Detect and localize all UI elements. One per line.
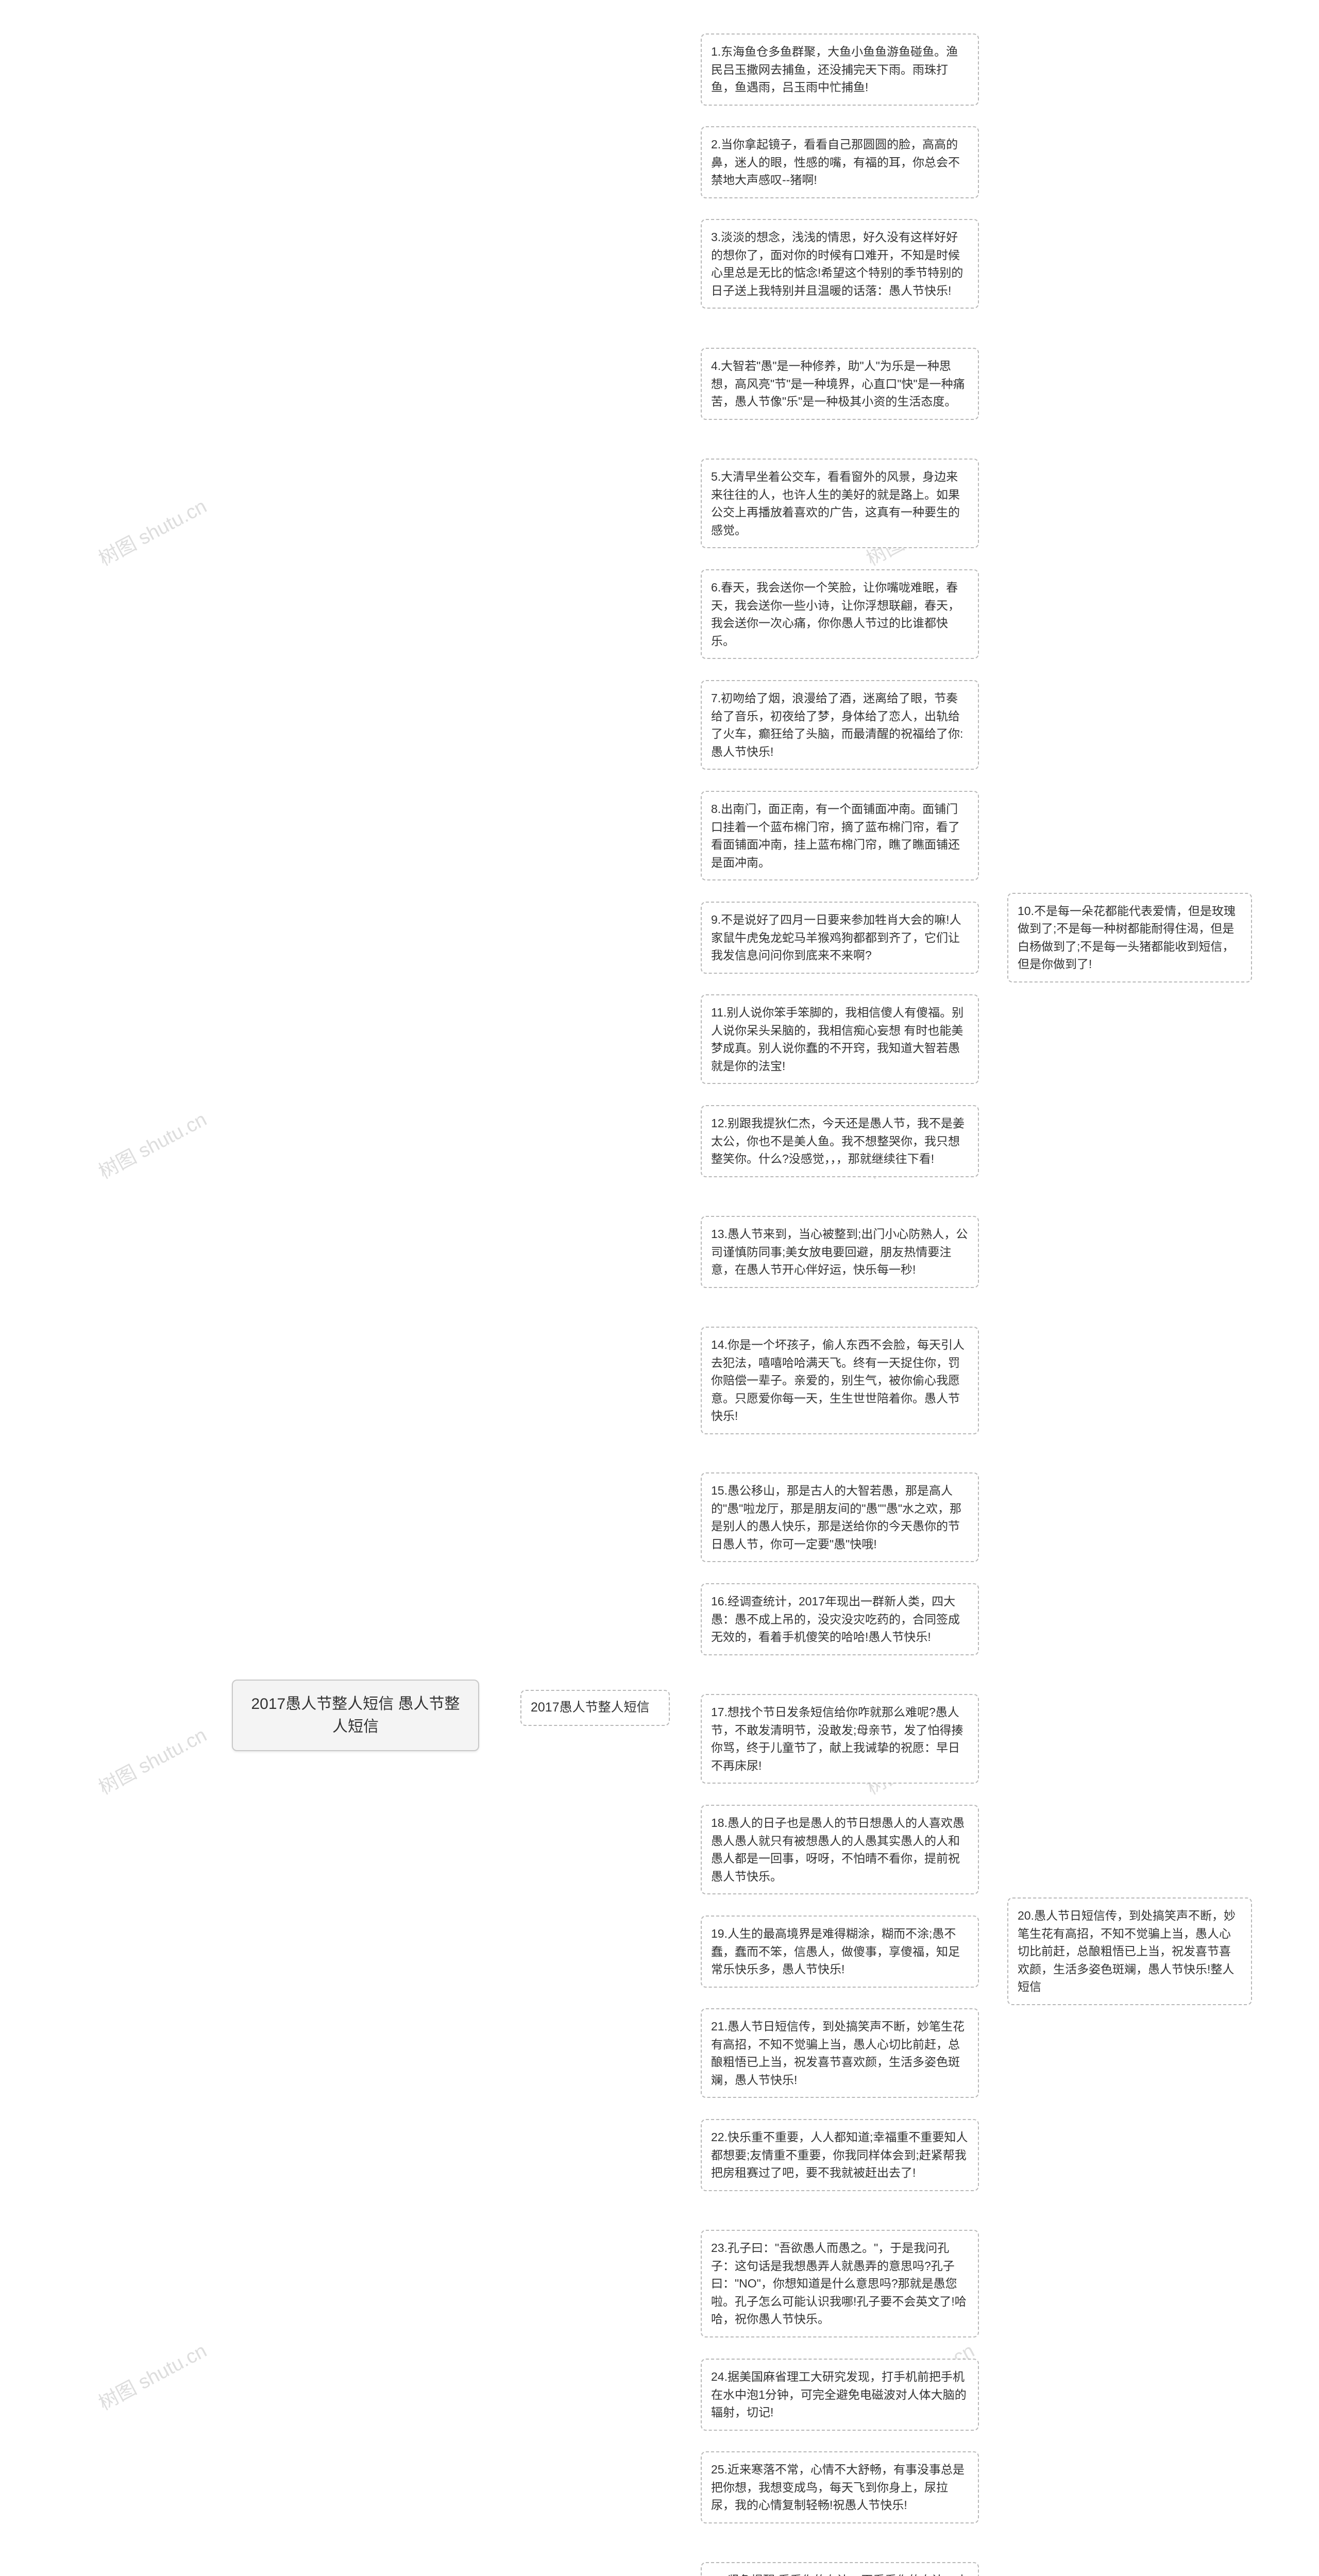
child-node: 8.出南门，面正南，有一个面铺面冲南。面铺门口挂着一个蓝布棉门帘，摘了蓝布棉门帘… (701, 791, 979, 880)
child-node: 2.当你拿起镜子，看看自己那圆圆的脸，高高的鼻，迷人的眼，性感的嘴，有福的耳，你… (701, 126, 979, 198)
child-node: 19.人生的最高境界是难得糊涂，糊而不涂;愚不蠢，蠢而不笨，信愚人，做傻事，享傻… (701, 1916, 979, 1988)
child-node: 18.愚人的日子也是愚人的节日想愚人的人喜欢愚愚人愚人就只有被想愚人的人愚其实愚… (701, 1805, 979, 1894)
child-node: 25.近来寒落不常，心情不大舒畅，有事没事总是把你想，我想变成鸟，每天飞到你身上… (701, 2451, 979, 2523)
child-node: 26.紧急提醒:看看你的左边，再看看你的右边。小心一个刚溜出来的精神病，他的特征… (701, 2562, 979, 2576)
child-node: 12.别跟我提狄仁杰，今天还是愚人节，我不是姜太公，你也不是美人鱼。我不想整哭你… (701, 1105, 979, 1177)
child-node: 13.愚人节来到，当心被整到;出门小心防熟人，公司谨慎防同事;美女放电要回避，朋… (701, 1216, 979, 1288)
child-node: 1.东海鱼仓多鱼群聚，大鱼小鱼鱼游鱼碰鱼。渔民吕玉撒网去捕鱼，还没捕完天下雨。雨… (701, 33, 979, 106)
watermark: 树图 shutu.cn (93, 2335, 211, 2416)
child-node: 15.愚公移山，那是古人的大智若愚，那是高人的"愚"啦龙厅，那是朋友间的"愚""… (701, 1472, 979, 1562)
child-node: 24.据美国麻省理工大研究发现，打手机前把手机在水中泡1分钟，可完全避免电磁波对… (701, 2359, 979, 2431)
canvas: 树图 shutu.cn 树图 shutu.cn 树图 shutu.cn 树图 shut… (0, 0, 1319, 2576)
child-node: 16.经调查统计，2017年现出一群新人类，四大愚：愚不成上吊的，没灾没灾吃药的… (701, 1583, 979, 1655)
child-node: 7.初吻给了烟，浪漫给了酒，迷离给了眼，节奏给了音乐，初夜给了梦，身体给了恋人，… (701, 680, 979, 770)
child-node: 22.快乐重不重要，人人都知道;幸福重不重要知人都想要;友情重不重要，你我同样体… (701, 2119, 979, 2191)
child-node: 14.你是一个坏孩子，偷人东西不会脸，每天引人去犯法，嘻嘻哈哈满天飞。终有一天捉… (701, 1327, 979, 1434)
connector-lines (0, 0, 1319, 2576)
child-node: 9.不是说好了四月一日要来参加牲肖大会的嘛!人家鼠牛虎兔龙蛇马羊猴鸡狗都都到齐了… (701, 902, 979, 974)
watermark: 树图 shutu.cn (93, 1104, 211, 1184)
root-node: 2017愚人节整人短信 愚人节整人短信 (232, 1680, 479, 1751)
side-node: 10.不是每一朵花都能代表爱情，但是玫瑰做到了;不是每一种树都能耐得住渴，但是白… (1007, 893, 1252, 982)
watermark: 树图 shutu.cn (93, 1719, 211, 1800)
mid-node: 2017愚人节整人短信 (520, 1690, 670, 1726)
child-node: 23.孔子曰："吾欲愚人而愚之。"，于是我问孔子：这句话是我想愚弄人就愚弄的意思… (701, 2230, 979, 2337)
child-node: 5.大清早坐着公交车，看看窗外的风景，身边来来往往的人，也许人生的美好的就是路上… (701, 459, 979, 548)
child-node: 3.淡淡的想念，浅浅的情思，好久没有这样好好的想你了，面对你的时候有口难开，不知… (701, 219, 979, 309)
side-node: 20.愚人节日短信传，到处搞笑声不断，妙笔生花有高招，不知不觉骗上当，愚人心切比… (1007, 1897, 1252, 2005)
child-node: 6.春天，我会送你一个笑脸，让你嘴咙难眠，春天，我会送你一些小诗，让你浮想联翩，… (701, 569, 979, 659)
child-node: 4.大智若"愚"是一种修养，助"人"为乐是一种思想，高风亮"节"是一种境界，心直… (701, 348, 979, 420)
watermark: 树图 shutu.cn (93, 490, 211, 571)
child-node: 11.别人说你笨手笨脚的，我相信傻人有傻福。别人说你呆头呆脑的，我相信痴心妄想 … (701, 994, 979, 1084)
child-node: 21.愚人节日短信传，到处搞笑声不断，妙笔生花有高招，不知不觉骗上当，愚人心切比… (701, 2008, 979, 2098)
child-node: 17.想找个节日发条短信给你咋就那么难呢?愚人节，不敢发清明节，没敢发;母亲节，… (701, 1694, 979, 1784)
